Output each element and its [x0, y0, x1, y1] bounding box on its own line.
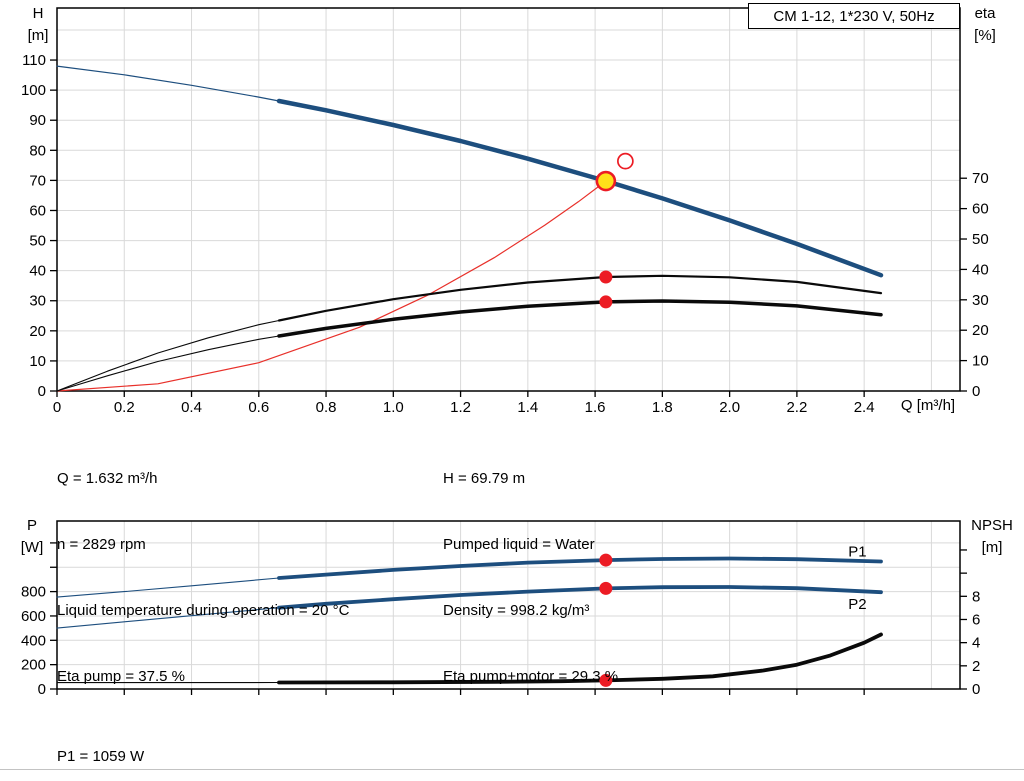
y-right-tick-label: 70 — [972, 170, 989, 187]
info-line-temp: Liquid temperature during operation = 20… — [57, 602, 350, 619]
x-tick-label: 0.4 — [181, 399, 202, 416]
h-axis-label: H — [32, 5, 44, 22]
y-left-tick-label: 800 — [21, 584, 46, 601]
y-left-tick-label: 90 — [29, 112, 46, 129]
y-right-tick-label: 2 — [972, 658, 980, 675]
eta-pump-motor-marker — [599, 295, 613, 309]
x-tick-label: 2.2 — [786, 399, 807, 416]
y-right-tick-label: 10 — [972, 353, 989, 370]
x-tick-label: 0 — [53, 399, 61, 416]
y-right-tick-label: 40 — [972, 261, 989, 278]
eta-axis-label: eta — [974, 5, 996, 22]
eta-pump-curve — [277, 274, 883, 322]
p1-marker — [599, 553, 613, 567]
info-line-p1: P1 = 1059 W — [57, 748, 145, 765]
y-right-tick-label: 60 — [972, 201, 989, 218]
y-left-tick-label: 600 — [21, 608, 46, 625]
eta-pump-motor-curve — [277, 299, 883, 338]
p2-label: P2 — [848, 596, 866, 613]
x-tick-label: 0.6 — [248, 399, 269, 416]
y-left-tick-label: 30 — [29, 293, 46, 310]
p-axis-label: P — [26, 517, 37, 534]
y-left-tick-label: 60 — [29, 202, 46, 219]
x-tick-label: 1.2 — [450, 399, 471, 416]
info-line-q: Q = 1.632 m³/h — [57, 470, 158, 487]
x-tick-label: 0.8 — [316, 399, 337, 416]
y-left-tick-label: 70 — [29, 172, 46, 189]
operating-data-left: Q = 1.632 m³/h n = 2829 rpm Liquid tempe… — [57, 424, 349, 732]
info-line-eta: Eta pump = 37.5 % — [57, 668, 185, 685]
x-tick-label: 2.0 — [719, 399, 740, 416]
p2-marker — [599, 581, 613, 595]
eta-pump-curve-thin — [56, 319, 280, 392]
x-tick-label: 1.0 — [383, 399, 404, 416]
x-tick-label: 1.4 — [517, 399, 538, 416]
npsh-axis-label: NPSH — [971, 517, 1013, 534]
npsh-axis-unit: [m] — [981, 539, 1003, 556]
plot-border — [56, 520, 961, 690]
x-tick-label: 1.6 — [585, 399, 606, 416]
npsh-curve — [277, 632, 883, 685]
y-left-tick-label: 200 — [21, 657, 46, 674]
y-left-tick-label: 50 — [29, 233, 46, 250]
rated-duty-marker — [617, 152, 634, 170]
y-right-tick-label: 8 — [972, 588, 980, 605]
y-left-tick-label: 40 — [29, 263, 46, 280]
info-line-liquid: Pumped liquid = Water — [443, 536, 595, 553]
info-line-n: n = 2829 rpm — [57, 536, 146, 553]
y-right-tick-label: 0 — [972, 383, 980, 400]
info-line-h: H = 69.79 m — [443, 470, 526, 487]
duty-point-marker — [595, 170, 617, 192]
plot-border — [56, 7, 961, 392]
y-left-tick-label: 0 — [38, 383, 46, 400]
y-right-tick-label: 20 — [972, 322, 989, 339]
p1-curve-thin — [56, 577, 280, 598]
h-axis-unit: [m] — [27, 27, 49, 44]
y-left-tick-label: 100 — [21, 82, 46, 99]
pump-curve — [276, 98, 884, 278]
y-left-tick-label: 0 — [38, 681, 46, 698]
info-line-eta-tot: Eta pump+motor = 29.3 % — [443, 668, 619, 685]
y-right-tick-label: 4 — [972, 635, 980, 652]
y-left-tick-label: 10 — [29, 353, 46, 370]
y-left-tick-label: 400 — [21, 632, 46, 649]
p2-curve — [277, 585, 883, 610]
x-tick-label: 0.2 — [114, 399, 135, 416]
p-axis-unit: [W] — [20, 539, 44, 556]
x-tick-label: 2.4 — [854, 399, 875, 416]
p2-curve-thin — [56, 607, 280, 629]
eta-pump-motor-curve-thin — [56, 335, 280, 392]
power-data-block: P1 = 1059 W P2 = 826.3 W NPSH = 0.74 m — [57, 702, 162, 781]
operating-data-right: H = 69.79 m Pumped liquid = Water Densit… — [443, 424, 618, 732]
eta-axis-unit: [%] — [974, 27, 996, 44]
p1-label: P1 — [848, 544, 866, 561]
info-line-density: Density = 998.2 kg/m³ — [443, 602, 590, 619]
bottom-divider — [0, 769, 1024, 770]
y-left-tick-label: 80 — [29, 142, 46, 159]
y-right-tick-label: 6 — [972, 611, 980, 628]
y-right-tick-label: 30 — [972, 292, 989, 309]
y-right-tick-label: 0 — [972, 681, 980, 698]
pump-model-label: CM 1-12, 1*230 V, 50Hz — [748, 3, 960, 29]
y-left-tick-label: 20 — [29, 323, 46, 340]
pump-curve-thin — [56, 65, 280, 102]
y-left-tick-label: 110 — [22, 52, 46, 69]
x-tick-label: 1.8 — [652, 399, 673, 416]
npsh-marker — [599, 673, 613, 687]
y-right-tick-label: 50 — [972, 231, 989, 248]
eta-pump-marker — [599, 270, 613, 284]
q-axis-label: Q [m³/h] — [900, 397, 956, 414]
p1-curve — [277, 556, 883, 580]
